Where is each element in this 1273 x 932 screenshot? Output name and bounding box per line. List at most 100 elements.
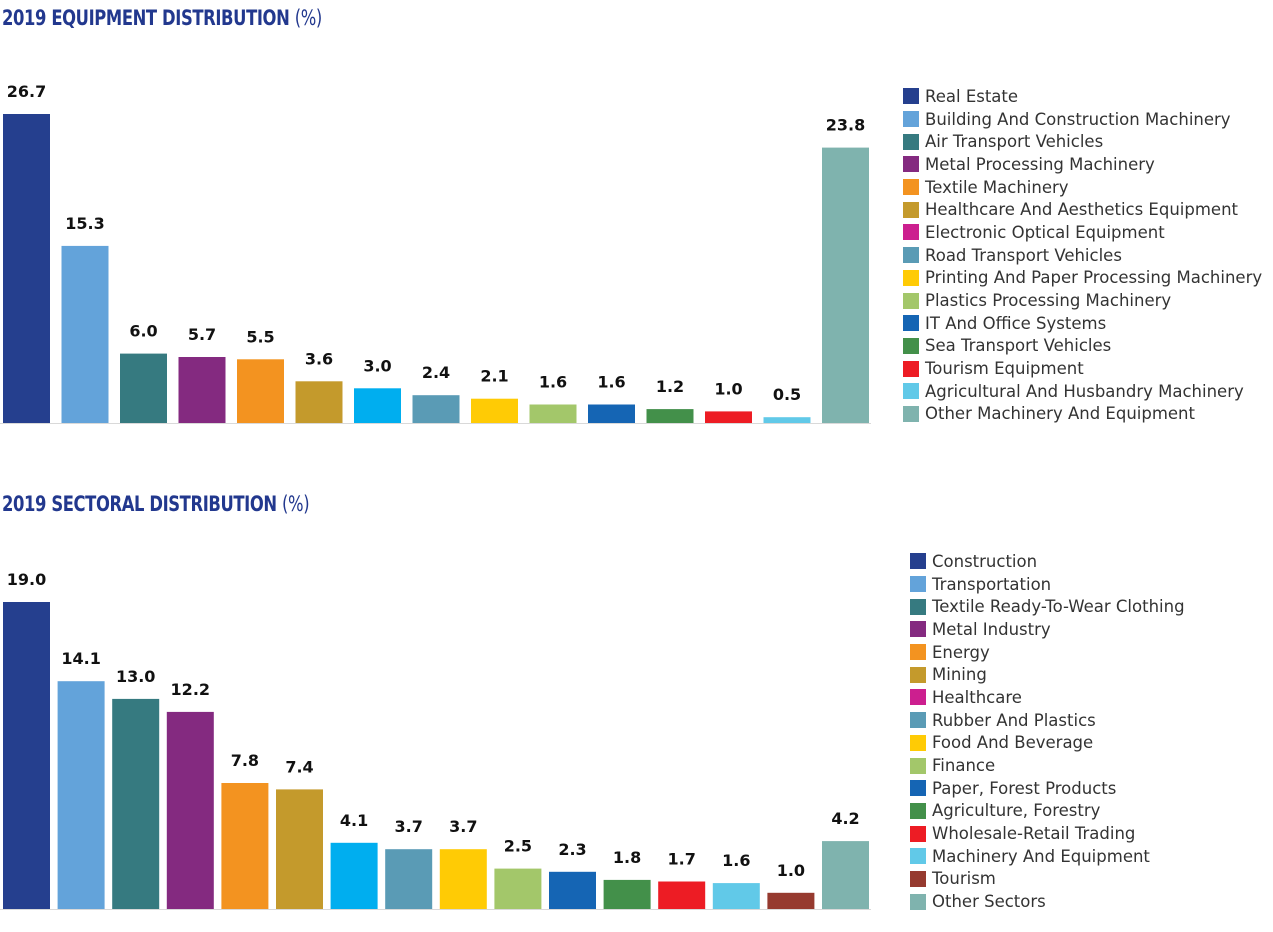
sectoral-legend-item: Tourism — [910, 868, 1185, 891]
sectoral-legend-swatch — [910, 712, 926, 729]
equipment-legend-label: Tourism Equipment — [925, 359, 1084, 379]
equipment-bar-it-and-office-systems — [588, 404, 635, 423]
sectoral-legend-label: Other Sectors — [932, 892, 1046, 912]
equipment-legend-swatch — [903, 156, 919, 173]
equipment-legend-label: Agricultural And Husbandry Machinery — [925, 381, 1244, 401]
sectoral-legend-label: Metal Industry — [932, 619, 1051, 639]
sectoral-legend-label: Finance — [932, 756, 996, 776]
sectoral-value-label: 2.3 — [558, 840, 586, 859]
sectoral-value-label: 12.2 — [171, 680, 210, 699]
sectoral-bar-metal-industry — [166, 711, 214, 909]
sectoral-bar-wholesale-retail-trading — [658, 881, 706, 909]
equipment-value-label: 2.1 — [480, 367, 508, 386]
equipment-bar-textile-machinery — [237, 359, 284, 423]
equipment-value-label: 1.0 — [714, 379, 742, 398]
equipment-legend-item: Electronic Optical Equipment — [903, 221, 1262, 244]
equipment-legend-item: Agricultural And Husbandry Machinery — [903, 380, 1262, 403]
sectoral-bar-energy — [221, 783, 269, 909]
equipment-legend-swatch — [903, 292, 919, 309]
sectoral-bar-tourism — [767, 892, 815, 909]
equipment-legend-label: Textile Machinery — [925, 177, 1069, 197]
equipment-value-label: 5.7 — [188, 325, 216, 344]
equipment-legend-item: Tourism Equipment — [903, 357, 1262, 380]
sectoral-legend-swatch — [910, 848, 926, 865]
sectoral-legend-swatch — [910, 689, 926, 706]
equipment-bar-electronic-optical-equipment — [354, 388, 401, 423]
equipment-chart-title-text: 2019 EQUIPMENT DISTRIBUTION — [2, 6, 290, 30]
equipment-legend-label: IT And Office Systems — [925, 313, 1107, 333]
equipment-bar-real-estate — [3, 114, 50, 423]
equipment-value-label: 1.2 — [656, 377, 684, 396]
sectoral-chart-title-text: 2019 SECTORAL DISTRIBUTION — [2, 492, 277, 516]
sectoral-chart-title-unit: (%) — [282, 492, 310, 516]
equipment-legend-swatch — [903, 315, 919, 332]
sectoral-legend-item: Other Sectors — [910, 890, 1185, 913]
sectoral-value-label: 3.7 — [395, 817, 423, 836]
sectoral-value-label: 1.8 — [613, 848, 641, 867]
sectoral-legend-item: Agriculture, Forestry — [910, 800, 1185, 823]
sectoral-bar-transportation — [57, 681, 105, 909]
sectoral-legend-item: Metal Industry — [910, 618, 1185, 641]
equipment-legend-label: Healthcare And Aesthetics Equipment — [925, 200, 1239, 220]
equipment-bar-plastics-processing-machinery — [529, 404, 577, 423]
sectoral-bar-machinery-and-equipment — [712, 883, 760, 909]
equipment-legend-item: Printing And Paper Processing Machinery — [903, 267, 1262, 290]
sectoral-legend-swatch — [910, 598, 926, 615]
sectoral-legend-swatch — [910, 666, 926, 683]
equipment-legend-label: Road Transport Vehicles — [925, 245, 1122, 265]
equipment-legend-swatch — [903, 179, 919, 196]
sectoral-bar-textile-ready-to-wear-clothing — [112, 698, 160, 909]
equipment-legend-label: Printing And Paper Processing Machinery — [925, 268, 1263, 288]
sectoral-legend-swatch — [910, 621, 926, 638]
equipment-legend-label: Building And Construction Machinery — [925, 109, 1231, 129]
sectoral-bar-chart: 19.0 14.1 13.0 12.2 7.8 7.4 4.1 3.7 3.7 2.5 2.3 1.8… — [0, 570, 871, 910]
equipment-chart-title-unit: (%) — [294, 6, 323, 30]
sectoral-legend-swatch — [910, 734, 926, 751]
sectoral-legend-label: Paper, Forest Products — [932, 778, 1117, 798]
equipment-legend-label: Electronic Optical Equipment — [925, 222, 1165, 242]
equipment-legend-label: Air Transport Vehicles — [925, 132, 1104, 152]
equipment-value-label: 1.6 — [539, 373, 567, 392]
sectoral-bar-healthcare — [330, 842, 378, 909]
equipment-bar-tourism-equipment — [705, 411, 752, 423]
sectoral-chart-title: 2019 SECTORAL DISTRIBUTION (%) — [2, 492, 310, 516]
sectoral-legend-swatch — [910, 825, 926, 842]
sectoral-value-label: 7.8 — [231, 751, 259, 770]
equipment-value-label: 5.5 — [246, 327, 274, 346]
sectoral-legend-item: Energy — [910, 641, 1185, 664]
sectoral-legend-item: Rubber And Plastics — [910, 709, 1185, 732]
equipment-value-label: 26.7 — [7, 82, 46, 101]
sectoral-legend-item: Finance — [910, 754, 1185, 777]
sectoral-bar-agriculture-forestry — [603, 879, 651, 909]
equipment-value-label: 15.3 — [65, 214, 104, 233]
equipment-legend-swatch — [903, 405, 919, 422]
equipment-value-label: 6.0 — [129, 322, 157, 341]
sectoral-bar-construction — [3, 602, 50, 909]
equipment-legend-item: Building And Construction Machinery — [903, 108, 1262, 131]
equipment-bar-road-transport-vehicles — [412, 395, 460, 423]
sectoral-legend-label: Healthcare — [932, 687, 1022, 707]
sectoral-legend-item: Paper, Forest Products — [910, 777, 1185, 800]
equipment-value-label: 23.8 — [826, 116, 865, 135]
sectoral-legend-item: Machinery And Equipment — [910, 845, 1185, 868]
equipment-legend-item: Air Transport Vehicles — [903, 130, 1262, 153]
equipment-legend-swatch — [903, 133, 919, 150]
sectoral-value-label: 13.0 — [116, 667, 155, 686]
equipment-legend-swatch — [903, 111, 919, 128]
sectoral-legend-swatch — [910, 780, 926, 797]
equipment-legend-item: Textile Machinery — [903, 176, 1262, 199]
sectoral-legend-swatch — [910, 870, 926, 887]
equipment-legend-item: Sea Transport Vehicles — [903, 335, 1262, 358]
equipment-value-label: 3.0 — [363, 356, 391, 375]
equipment-legend-label: Sea Transport Vehicles — [925, 336, 1112, 356]
sectoral-bar-rubber-and-plastics — [385, 849, 433, 909]
sectoral-value-label: 1.6 — [722, 851, 750, 870]
equipment-legend-swatch — [903, 337, 919, 354]
equipment-bar-sea-transport-vehicles — [646, 409, 694, 423]
equipment-legend-swatch — [903, 201, 919, 218]
sectoral-value-label: 4.1 — [340, 811, 368, 830]
equipment-legend-item: Healthcare And Aesthetics Equipment — [903, 198, 1262, 221]
equipment-value-label: 3.6 — [305, 349, 333, 368]
sectoral-bar-other-sectors — [822, 841, 869, 909]
sectoral-legend: Construction Transportation Textile Ready-… — [910, 550, 1185, 913]
